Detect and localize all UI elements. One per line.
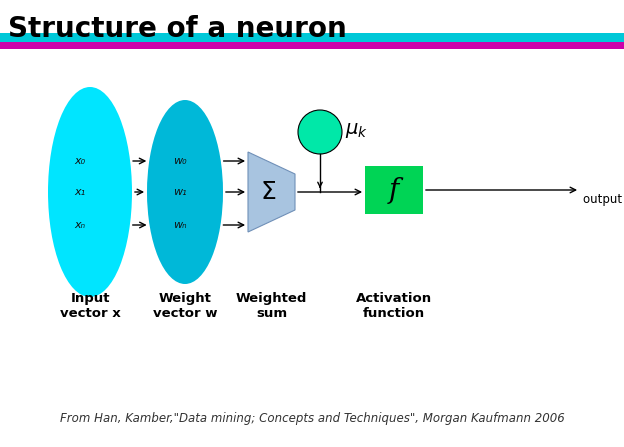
Text: Structure of a neuron: Structure of a neuron <box>8 15 347 43</box>
Text: Σ: Σ <box>261 180 276 204</box>
Text: w₀: w₀ <box>173 156 187 166</box>
Text: wₙ: wₙ <box>173 220 187 230</box>
Text: w₁: w₁ <box>173 187 187 197</box>
Text: Activation
function: Activation function <box>356 292 432 320</box>
Text: From Han, Kamber,"Data mining; Concepts and Techniques", Morgan Kaufmann 2006: From Han, Kamber,"Data mining; Concepts … <box>60 412 564 425</box>
Circle shape <box>298 110 342 154</box>
Polygon shape <box>248 152 295 232</box>
Bar <box>0 42 624 49</box>
Text: Weight
vector w: Weight vector w <box>153 292 217 320</box>
Text: x₁: x₁ <box>74 187 85 197</box>
Ellipse shape <box>147 100 223 284</box>
Bar <box>365 166 423 214</box>
Ellipse shape <box>48 87 132 297</box>
Text: Input
vector x: Input vector x <box>60 292 120 320</box>
Bar <box>0 33 624 42</box>
Text: output y: output y <box>583 194 624 207</box>
Text: f: f <box>389 177 399 203</box>
Text: Weighted
sum: Weighted sum <box>236 292 307 320</box>
Text: $\mu_k$: $\mu_k$ <box>345 121 368 139</box>
Text: x₀: x₀ <box>74 156 85 166</box>
Text: xₙ: xₙ <box>74 220 85 230</box>
